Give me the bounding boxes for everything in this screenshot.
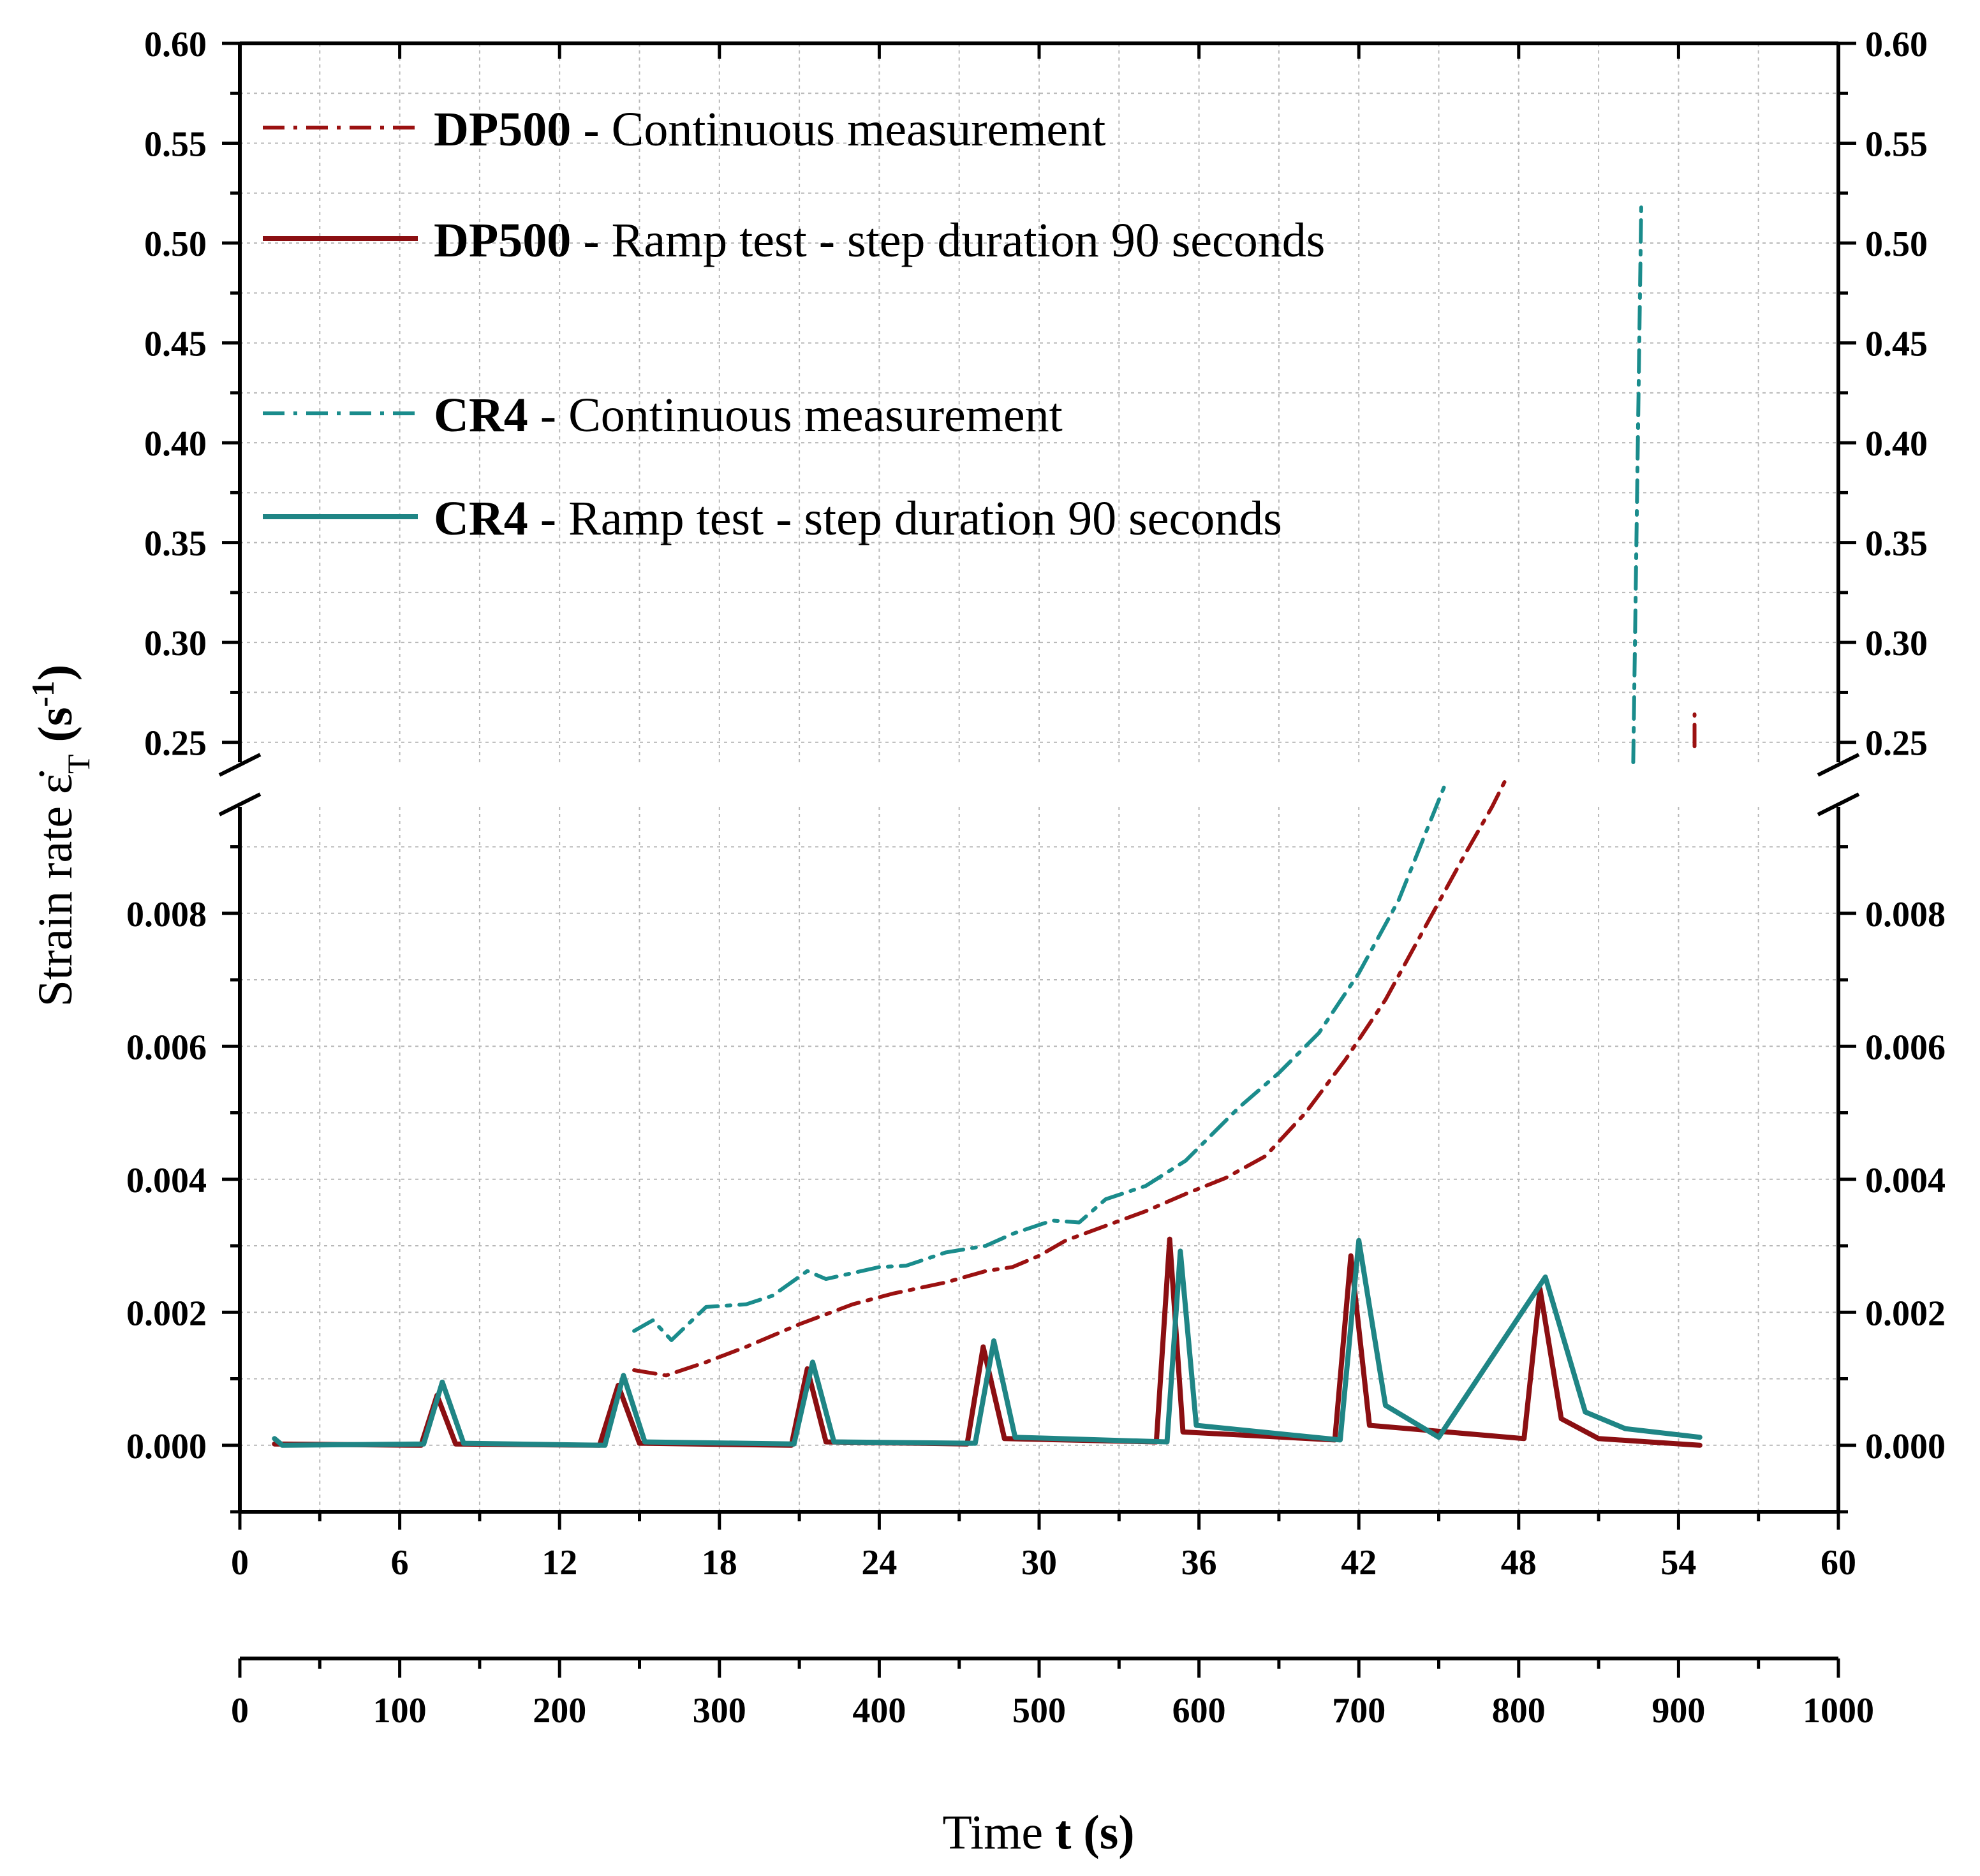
y-tick-label-left: 0.006 (126, 1028, 207, 1067)
y-tick-label-right: 0.50 (1865, 225, 1928, 264)
legend-label-dp500-ramp: DP500 - Ramp test - step duration 90 sec… (434, 214, 1325, 267)
legend: DP500 - Continuous measurement DP500 - R… (263, 103, 1325, 545)
series-line-1 (272, 1236, 1703, 1448)
x-tick-label: 60 (1821, 1543, 1856, 1583)
x-tick-label: 18 (702, 1543, 737, 1583)
axes (218, 41, 1860, 1678)
series-line-upper-2 (1631, 205, 1643, 764)
x2-tick-label: 100 (373, 1691, 427, 1731)
x2-tick-label: 900 (1651, 1691, 1705, 1731)
axis-break-mark (218, 753, 262, 777)
axis-break-mark (1817, 753, 1860, 777)
x2-tick-label: 200 (533, 1691, 586, 1731)
y-tick-label-left: 0.40 (144, 424, 207, 464)
y-tick-label-right: 0.40 (1865, 424, 1928, 464)
y-tick-label-right: 0.002 (1865, 1294, 1946, 1333)
axis-break-mark (218, 792, 262, 816)
y-tick-label-left: 0.55 (144, 125, 207, 165)
y-tick-label-right: 0.008 (1865, 895, 1946, 934)
legend-label-cr4-ramp: CR4 - Ramp test - step duration 90 secon… (434, 492, 1282, 545)
x2-tick-label: 1000 (1803, 1691, 1874, 1731)
y-tick-label-right: 0.004 (1865, 1161, 1946, 1200)
y-tick-label-left: 0.004 (126, 1161, 207, 1200)
x2-tick-label: 800 (1492, 1691, 1546, 1731)
y-tick-label-left: 0.30 (144, 624, 207, 663)
y-tick-label-right: 0.30 (1865, 624, 1928, 663)
x2-tick-label: 600 (1172, 1691, 1226, 1731)
y-tick-label-left: 0.002 (126, 1294, 207, 1333)
x-tick-label: 48 (1501, 1543, 1537, 1583)
x2-tick-label: 300 (693, 1691, 746, 1731)
x-tick-label: 12 (542, 1543, 577, 1583)
y-tick-label-right: 0.25 (1865, 724, 1928, 764)
x2-tick-label: 500 (1012, 1691, 1066, 1731)
x-tick-label: 36 (1181, 1543, 1217, 1583)
series-line-3 (272, 1237, 1703, 1448)
x2-tick-label: 0 (231, 1691, 249, 1731)
y-tick-label-left: 0.45 (144, 325, 207, 364)
x2-tick-label: 400 (852, 1691, 906, 1731)
y-tick-label-right: 0.45 (1865, 325, 1928, 364)
y-axis-title: Strain rate ε̇T (s-1) (25, 665, 96, 1007)
x-tick-label: 54 (1660, 1543, 1696, 1583)
x-tick-label: 24 (861, 1543, 897, 1583)
y-tick-label-right: 0.35 (1865, 524, 1928, 564)
x-axis-title: Time t (s) (942, 1806, 1134, 1859)
series-line-0 (632, 778, 1507, 1378)
x-tick-label: 42 (1341, 1543, 1377, 1583)
y-tick-label-left: 0.25 (144, 724, 207, 764)
legend-label-cr4-continuous: CR4 - Continuous measurement (434, 388, 1063, 442)
y-tick-label-left: 0.35 (144, 524, 207, 564)
series-lines (272, 205, 1703, 1448)
y-tick-label-left: 0.50 (144, 225, 207, 264)
y-tick-label-left: 0.60 (144, 25, 207, 64)
axis-break-mark (1817, 792, 1860, 816)
tick-labels: 0 6 12 18 24 30 36 42 48 54 600 100 200 300 400 500 600 7… (126, 25, 1946, 1731)
x-tick-label: 30 (1021, 1543, 1057, 1583)
y-tick-label-left: 0.000 (126, 1427, 207, 1466)
x2-tick-label: 700 (1332, 1691, 1385, 1731)
grid (240, 43, 1838, 1512)
y-tick-label-right: 0.60 (1865, 25, 1928, 64)
legend-label-dp500-continuous: DP500 - Continuous measurement (434, 103, 1105, 156)
series-line-2 (632, 785, 1446, 1342)
y-tick-label-right: 0.006 (1865, 1028, 1946, 1067)
y-tick-label-right: 0.000 (1865, 1427, 1946, 1466)
y-tick-label-right: 0.55 (1865, 125, 1928, 165)
x-tick-label: 6 (391, 1543, 409, 1583)
x-tick-label: 0 (231, 1543, 249, 1583)
y-tick-label-left: 0.008 (126, 895, 207, 934)
